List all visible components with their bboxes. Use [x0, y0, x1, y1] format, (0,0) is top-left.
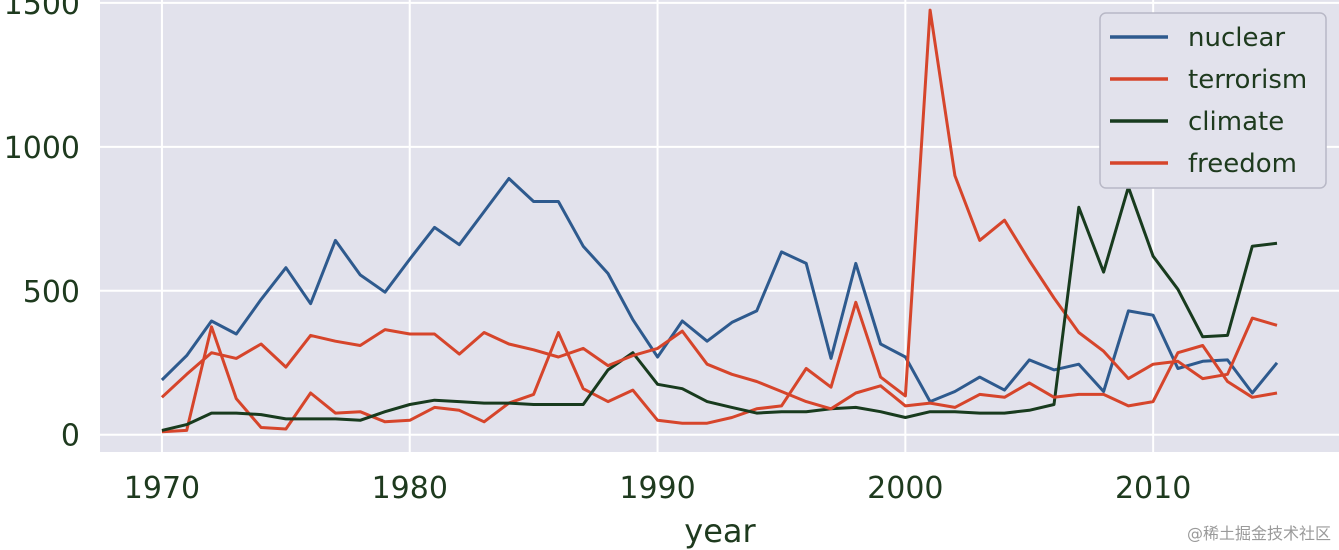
x-tick-label: 1990 — [619, 471, 695, 506]
x-tick-label: 1970 — [124, 471, 200, 506]
x-tick-labels: 1970 1980 1990 2000 2010 — [124, 471, 1192, 506]
legend: nuclear terrorism climate freedom — [1099, 12, 1327, 189]
series-line-terrorism — [161, 8, 1278, 434]
y-tick-label: 1500 — [4, 0, 80, 22]
x-axis-label: year — [684, 512, 756, 550]
legend-label-terrorism: terrorism — [1188, 65, 1307, 95]
y-tick-label: 0 — [61, 419, 80, 454]
x-tick-label: 2010 — [1115, 471, 1191, 506]
series-line-nuclear — [160, 177, 1279, 404]
series-lines — [160, 8, 1279, 434]
x-tick-label: 2000 — [867, 471, 943, 506]
series-line-freedom — [160, 328, 1278, 411]
legend-label-nuclear: nuclear — [1188, 23, 1285, 53]
y-tick-labels: 0 500 1000 1500 — [4, 0, 80, 454]
legend-box — [1099, 12, 1327, 189]
series-line-climate — [161, 185, 1278, 432]
y-tick-label: 500 — [23, 275, 80, 310]
legend-label-freedom: freedom — [1188, 149, 1297, 179]
grid-lines — [100, 0, 1339, 452]
x-tick-label: 1980 — [372, 471, 448, 506]
y-tick-label: 1000 — [4, 131, 80, 166]
watermark: @稀土掘金技术社区 — [1186, 524, 1331, 543]
legend-label-climate: climate — [1188, 107, 1284, 137]
